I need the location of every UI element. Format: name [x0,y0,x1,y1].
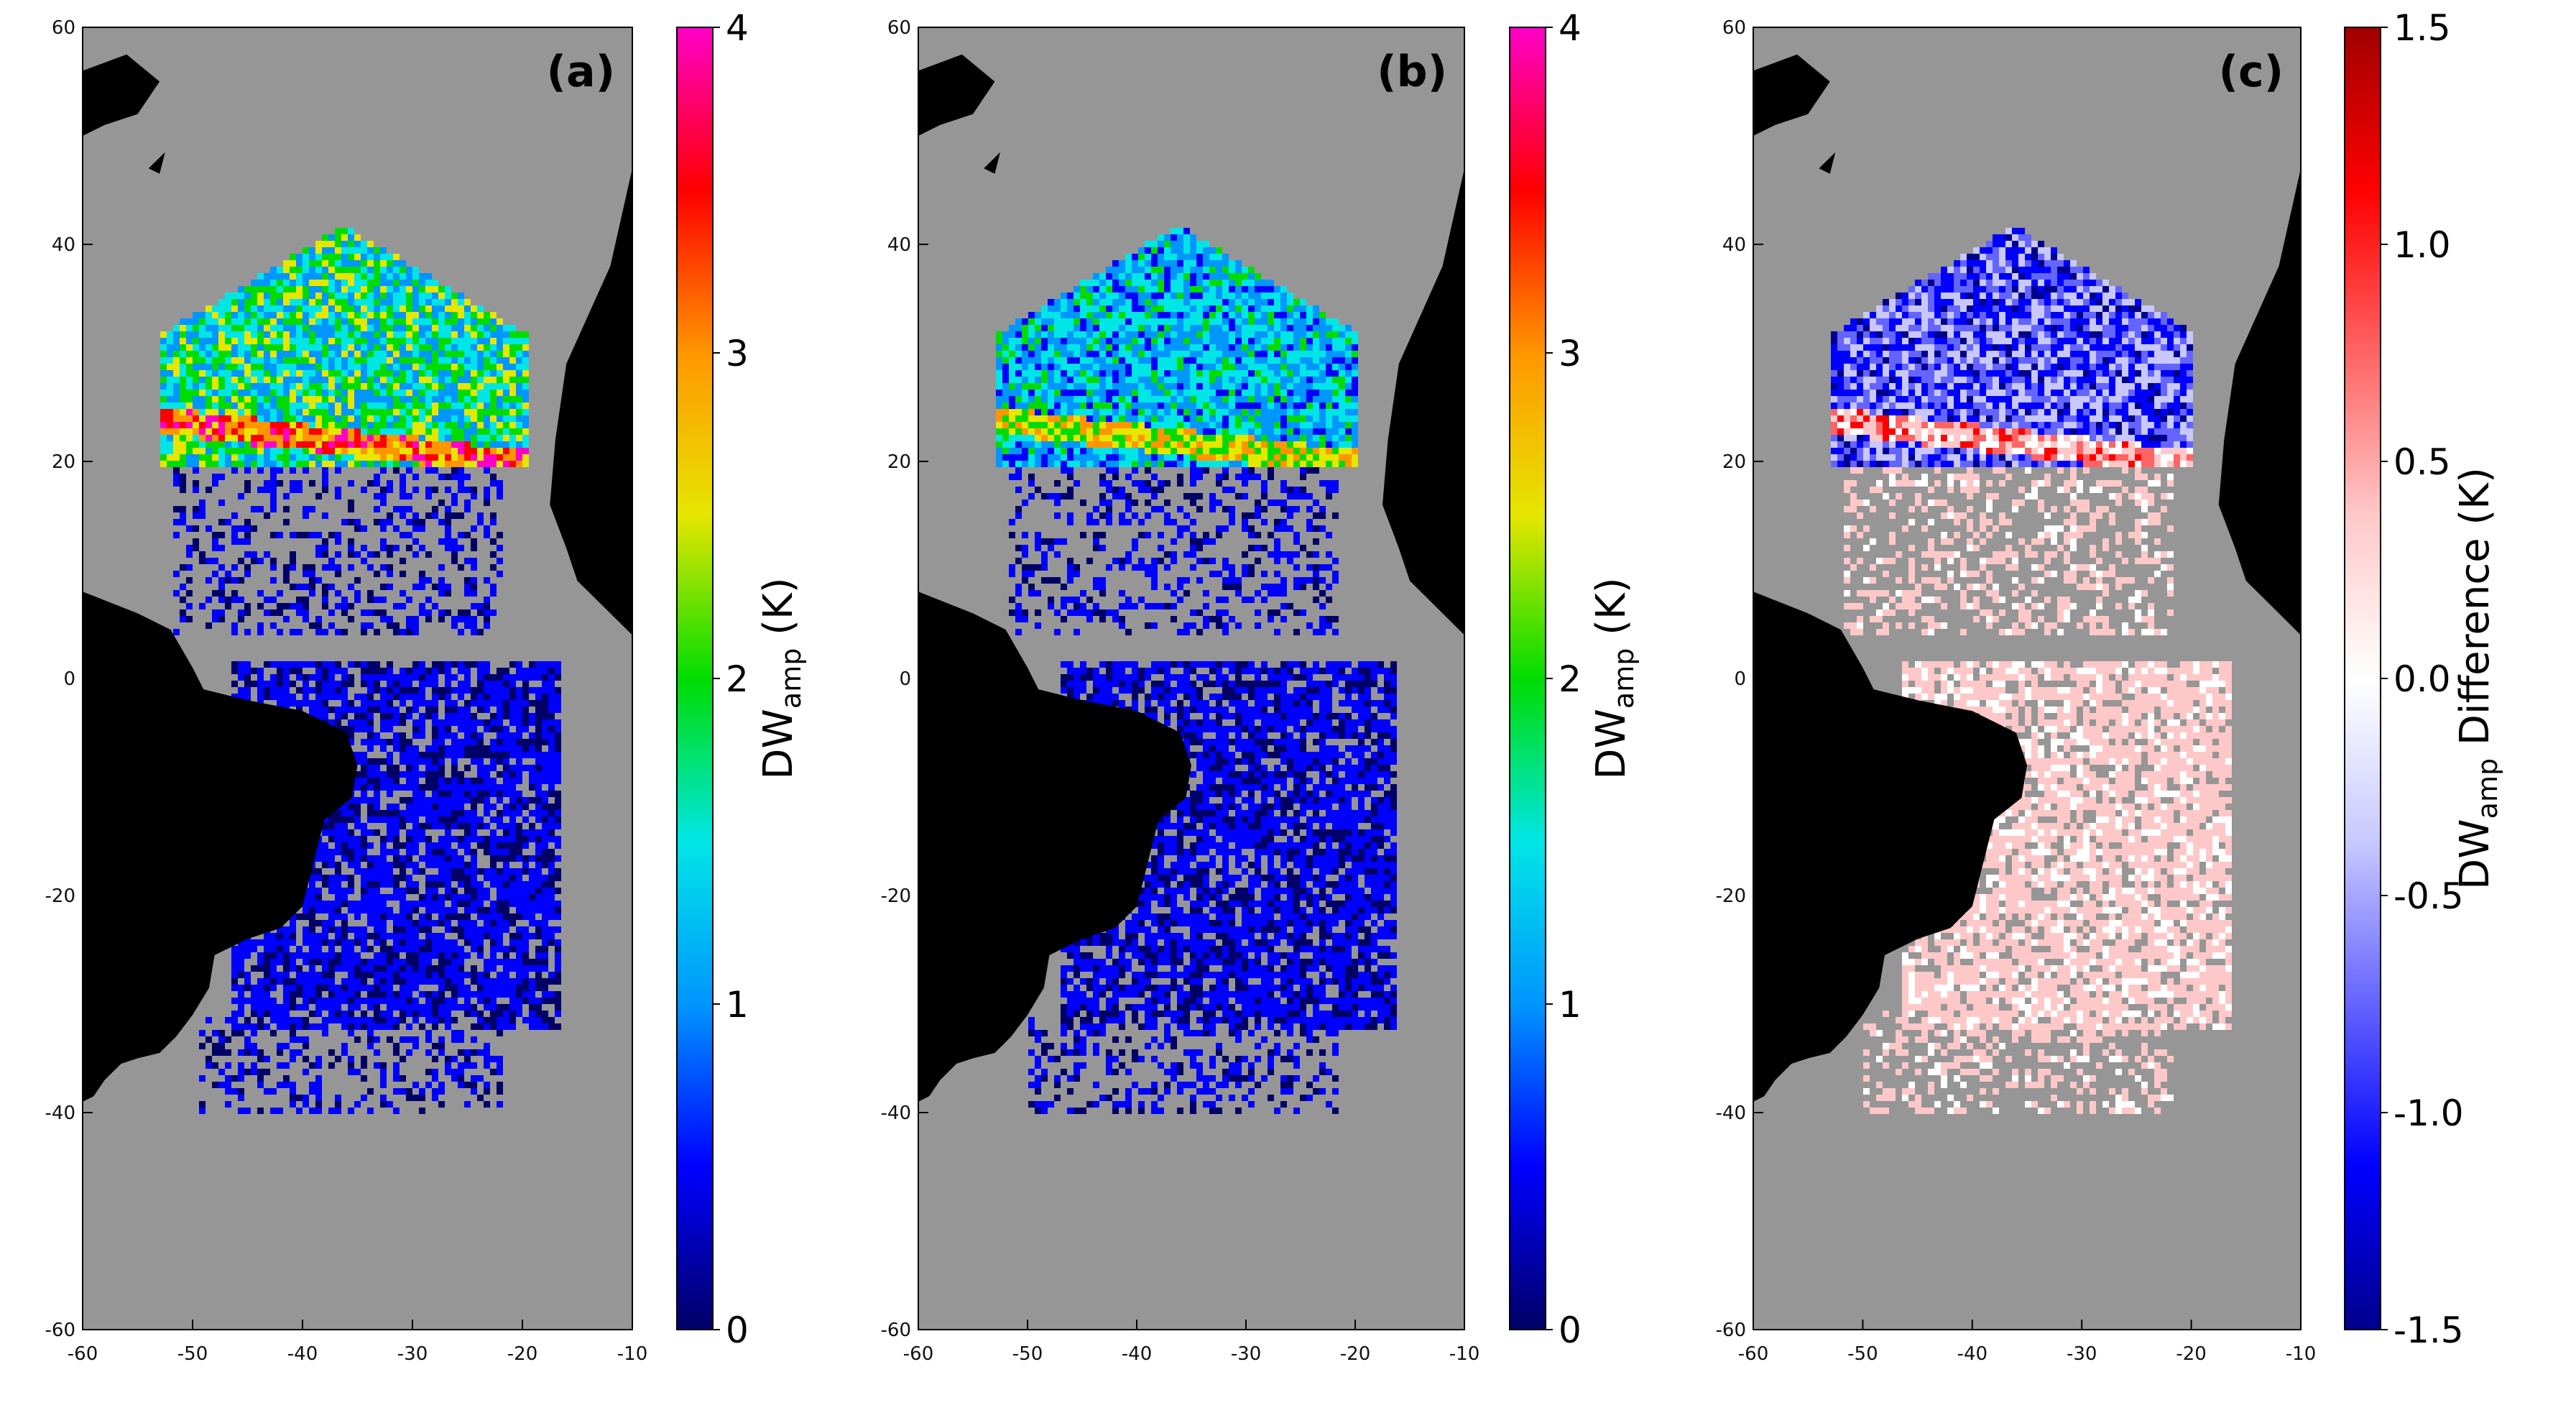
land-greenland [918,54,995,136]
map-panel-b: -60 -50 -40 -30 -20 -10 60 40 20 0 -20 -40 -60 (b) [881,17,1480,1365]
y-tick-label: 0 [63,668,75,690]
colorbar-label: DWamp (K) [755,577,807,779]
colorbar-tick-label: 2 [726,658,749,700]
x-tick-label: -10 [2286,1343,2316,1365]
land-africa [2218,168,2301,635]
colorbar-gradient [2344,27,2381,1330]
x-tick-label: -50 [1847,1343,1878,1365]
y-tick-label: -20 [881,885,911,907]
colorbar-tick-label: 2 [1559,658,1582,700]
y-tick-label: -20 [45,885,75,907]
y-tick-label: 40 [887,234,911,256]
land-south-america [1753,592,2027,1102]
y-tick-label: 20 [52,451,75,473]
y-tick-label: 20 [1722,451,1746,473]
y-tick-label: 60 [52,17,75,39]
x-tick-label: -20 [1340,1343,1370,1365]
y-tick-label: -60 [45,1320,75,1341]
colorbar-tick-label: 0 [1559,1310,1582,1351]
colorbar-label: DWamp Difference (K) [2452,467,2503,890]
x-tick-label: -60 [903,1343,933,1365]
colorbar-tick-label: 3 [1559,333,1582,374]
colorbar-tick-label: 1 [726,984,749,1026]
map-panel-a: -60 -50 -40 -30 -20 -10 60 40 20 0 -20 -40 -60 (a) [45,17,648,1365]
map-panel-c: -60 -50 -40 -30 -20 -10 60 40 20 0 -20 -40 -60 (c) [1716,17,2317,1365]
colorbar-c: -1.5 -1.0 -0.5 0.0 0.5 1.0 1.5 DWamp Difference… [2344,7,2503,1351]
colorbar-tick-label: 1.5 [2393,7,2451,49]
y-tick-label: 20 [887,451,911,473]
x-tick-label: -40 [287,1343,318,1365]
land-newfoundland [1819,152,1836,174]
land-south-america [918,592,1191,1102]
colorbar-b: 0 1 2 3 4 DWamp (K) [1509,7,1640,1351]
colorbar-label: DWamp (K) [1588,577,1640,779]
colorbar-tick-label: 0.5 [2393,441,2451,483]
colorbar-gradient [676,27,714,1330]
panel-label: (c) [2219,47,2284,97]
y-tick-label: 60 [1722,17,1746,39]
colorbar-tick-label: 1.0 [2393,224,2451,266]
land-newfoundland [984,152,1000,174]
x-tick-label: -60 [68,1343,98,1365]
colorbar-tick-label: 0 [726,1310,749,1351]
colorbar-gradient [1509,27,1546,1330]
y-tick-label: 40 [1722,234,1746,256]
y-tick-label: 0 [1734,668,1746,690]
x-tick-label: -40 [1122,1343,1152,1365]
colorbar-tick-label: 0.0 [2393,658,2451,700]
panel-label: (b) [1377,47,1447,97]
x-tick-label: -10 [617,1343,647,1365]
panel-label: (a) [547,47,615,97]
land-newfoundland [148,152,165,174]
y-tick-label: -40 [45,1103,75,1124]
x-tick-label: -20 [2176,1343,2206,1365]
land-africa [1382,168,1464,635]
x-tick-label: -40 [1957,1343,1988,1365]
x-tick-label: -20 [507,1343,537,1365]
x-tick-label: -30 [397,1343,428,1365]
land-south-america [83,592,358,1102]
y-tick-label: -60 [1716,1320,1746,1341]
x-tick-label: -30 [2067,1343,2097,1365]
colorbar-tick-label: 4 [726,7,749,49]
y-tick-label: -20 [1716,885,1746,907]
y-tick-label: -40 [1716,1103,1746,1124]
y-tick-label: 40 [52,234,75,256]
colorbar-tick-label: 3 [726,333,749,374]
x-tick-label: -60 [1738,1343,1768,1365]
colorbar-a: 0 1 2 3 4 DWamp (K) [676,7,807,1351]
y-tick-label: 60 [887,17,911,39]
y-tick-label: -40 [881,1103,911,1124]
x-tick-label: -50 [1012,1343,1043,1365]
colorbar-tick-label: -1.0 [2393,1092,2464,1134]
x-tick-label: -10 [1449,1343,1479,1365]
x-tick-label: -30 [1231,1343,1261,1365]
land-greenland [83,54,160,136]
colorbar-tick-label: -0.5 [2393,875,2464,917]
colorbar-tick-label: 4 [1559,7,1582,49]
colorbar-tick-label: -1.5 [2393,1310,2464,1351]
colorbar-tick-label: 1 [1559,984,1582,1026]
x-tick-label: -50 [177,1343,208,1365]
land-africa [550,168,632,635]
y-tick-label: -60 [881,1320,911,1341]
land-greenland [1753,54,1830,136]
y-tick-label: 0 [899,668,911,690]
